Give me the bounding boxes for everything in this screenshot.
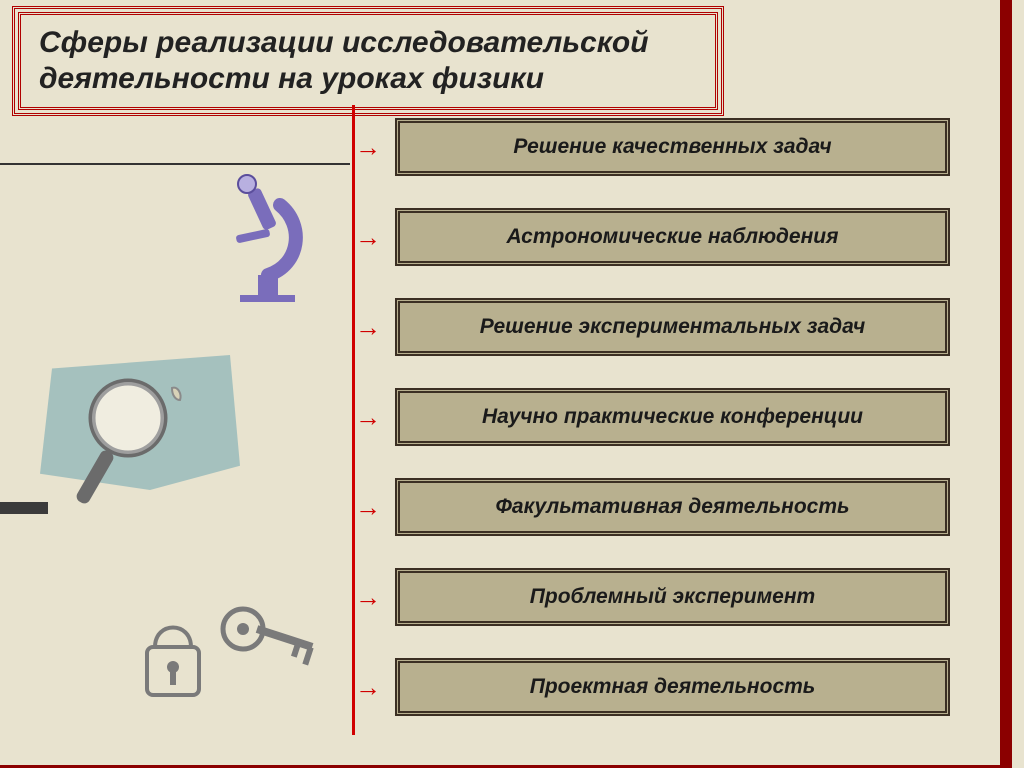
key-lock-icon (135, 585, 325, 730)
divider-stub (0, 502, 48, 514)
item-box: Решение качественных задач (395, 118, 950, 176)
item-label: Проблемный эксперимент (530, 585, 815, 609)
title-box: Сферы реализации исследовательской деяте… (18, 12, 718, 110)
item-box: Астрономические наблюдения (395, 208, 950, 266)
arrow-icon: → (355, 137, 391, 157)
item-label: Решение качественных задач (513, 135, 831, 159)
slide-frame: Сферы реализации исследовательской деяте… (0, 0, 1012, 768)
item-label: Проектная деятельность (530, 675, 816, 699)
magnifier-icon (60, 370, 200, 525)
arrow-icon: → (355, 587, 391, 607)
arrow-icon: → (355, 227, 391, 247)
item-label: Научно практические конференции (482, 405, 863, 429)
arrow-icon: → (355, 317, 391, 337)
item-label: Решение экспериментальных задач (480, 315, 866, 339)
item-box: Проблемный эксперимент (395, 568, 950, 626)
item-box: Факультативная деятельность (395, 478, 950, 536)
microscope-icon (200, 170, 320, 315)
item-label: Астрономические наблюдения (507, 225, 839, 249)
item-label: Факультативная деятельность (496, 495, 850, 519)
arrow-icon: → (355, 407, 391, 427)
item-box: Проектная деятельность (395, 658, 950, 716)
divider-line-1 (0, 163, 350, 165)
item-box: Решение экспериментальных задач (395, 298, 950, 356)
item-box: Научно практические конференции (395, 388, 950, 446)
slide-title: Сферы реализации исследовательской деяте… (39, 25, 697, 97)
arrow-icon: → (355, 497, 391, 517)
arrow-icon: → (355, 677, 391, 697)
